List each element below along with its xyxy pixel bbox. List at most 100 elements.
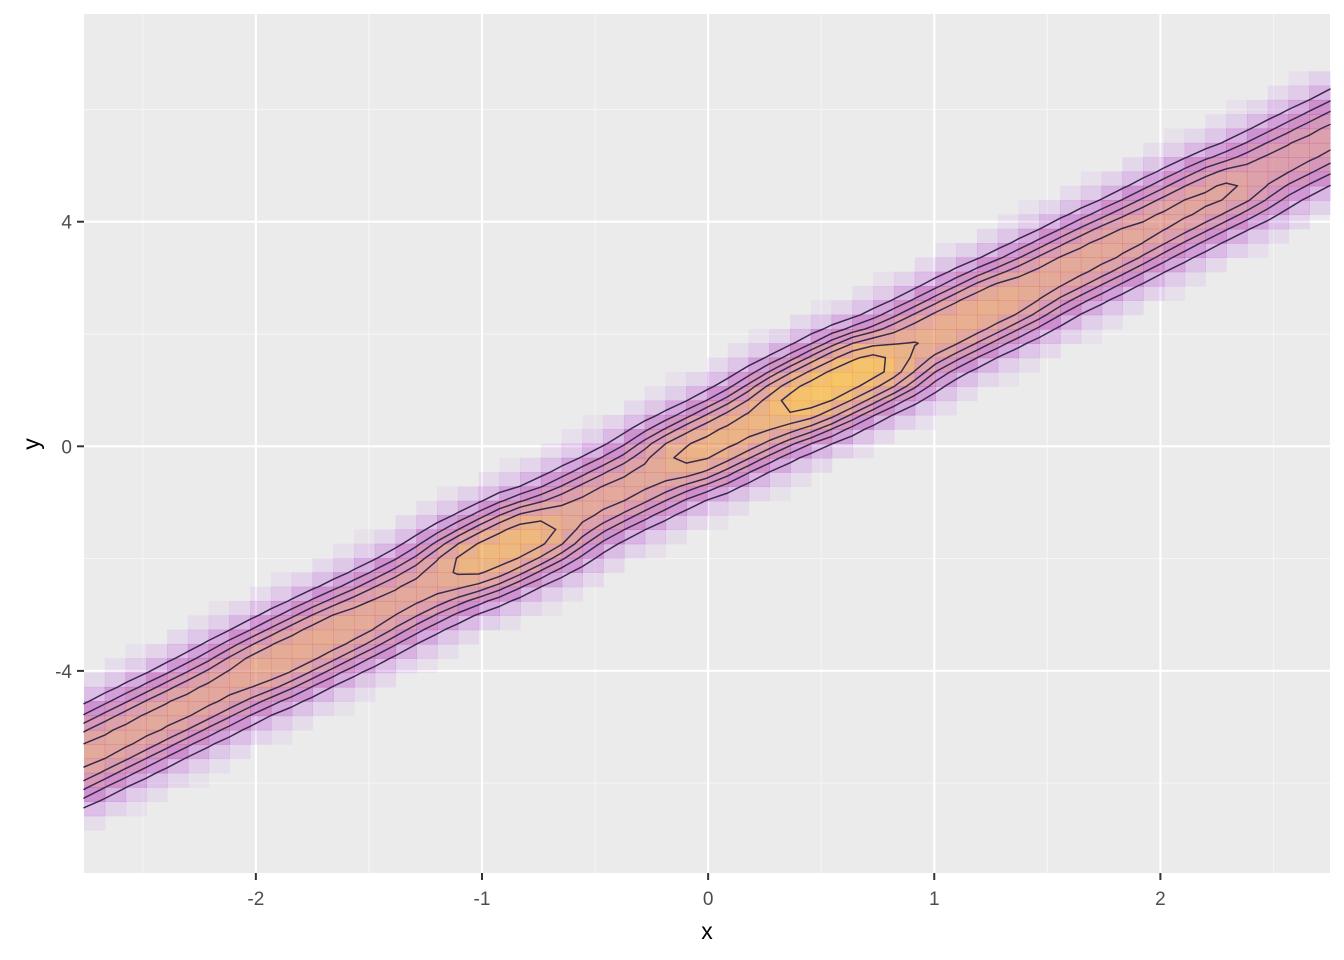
density-tile [1101, 228, 1123, 244]
density-tile [686, 371, 708, 387]
density-tile [935, 243, 957, 258]
density-tile [520, 457, 542, 473]
density-tile [416, 529, 438, 545]
density-tile [790, 386, 812, 402]
density-tile [395, 529, 417, 545]
density-tile [1205, 128, 1227, 144]
density-tile [104, 672, 127, 688]
density-contours [83, 88, 1331, 809]
density-tile [790, 343, 812, 359]
density-tile [146, 772, 168, 788]
density-tile [1163, 271, 1186, 287]
density-tile [187, 643, 210, 659]
density-tile [914, 314, 937, 330]
density-tile [208, 758, 230, 774]
density-tile [1309, 185, 1331, 201]
x-tick-label: 1 [929, 889, 940, 910]
density-tile [250, 672, 272, 688]
density-tile [1226, 99, 1248, 115]
density-tile [997, 214, 1020, 230]
density-tile [1018, 257, 1040, 273]
density-tile [1267, 85, 1290, 101]
density-tile [84, 672, 106, 688]
density-tile [1267, 214, 1290, 230]
density-tile [1101, 286, 1123, 301]
density-tile [1163, 128, 1186, 144]
density-tile [104, 658, 127, 674]
density-tile [914, 400, 937, 416]
density-tile [790, 357, 812, 373]
density-tile [167, 758, 189, 774]
density-tile [748, 400, 770, 416]
density-tile [333, 572, 355, 588]
density-tile [561, 443, 583, 459]
density-tile [416, 615, 438, 631]
density-tile [1018, 200, 1040, 216]
density-tile [270, 572, 293, 588]
density-tile [478, 543, 500, 559]
density-tile [852, 429, 874, 445]
density-tile [374, 543, 397, 559]
density-tile [956, 243, 978, 258]
density-tile [520, 529, 542, 545]
density-tile [1163, 228, 1186, 244]
density-tile [665, 515, 687, 530]
density-tile [582, 572, 604, 588]
density-tile [1122, 157, 1144, 173]
density-tile [1018, 343, 1040, 359]
density-tile [1101, 300, 1123, 316]
density-tile [665, 457, 687, 473]
density-tile [914, 271, 937, 287]
density-raster [84, 71, 1331, 831]
density-tile [1122, 171, 1144, 187]
density-tile [1205, 114, 1227, 130]
contour-line [83, 123, 1331, 782]
density-tile [873, 386, 895, 402]
density-tile [727, 486, 750, 502]
density-tile [540, 586, 563, 602]
density-tile [457, 543, 480, 559]
density-tile [727, 357, 750, 373]
density-tile [686, 429, 708, 445]
density-tile [187, 629, 210, 645]
y-tick-label: 0 [61, 437, 72, 458]
density-tile [353, 600, 376, 616]
density-tile [353, 629, 376, 645]
density-tile [748, 472, 770, 488]
density-tile [478, 615, 500, 631]
density-tile [561, 586, 583, 602]
density-tile [478, 515, 500, 530]
density-tile [1101, 243, 1123, 258]
density-tile [1288, 99, 1310, 115]
density-tile [1143, 257, 1165, 273]
density-tile [84, 772, 106, 788]
density-tile [603, 543, 625, 559]
density-tile [1246, 200, 1269, 216]
density-tile [540, 600, 563, 616]
density-tile [810, 300, 833, 316]
density-tile [520, 600, 542, 616]
density-tile [603, 429, 625, 445]
density-tile [727, 414, 750, 430]
density-tile [353, 586, 376, 602]
density-tile [229, 615, 251, 631]
density-tile [893, 414, 916, 430]
density-tile [810, 314, 833, 330]
density-tile [727, 400, 750, 416]
density-tile [852, 371, 874, 387]
density-tile [1267, 99, 1290, 115]
density-tile [312, 558, 334, 573]
density-tile [603, 486, 625, 502]
density-tile [1122, 214, 1144, 230]
density-tile [146, 643, 168, 659]
density-tile [644, 457, 667, 473]
density-tile [623, 429, 646, 445]
density-tile [686, 515, 708, 530]
density-tile [1226, 171, 1248, 187]
density-tile [540, 443, 563, 459]
density-tile [1226, 243, 1248, 258]
density-tile [873, 357, 895, 373]
density-tile [353, 529, 376, 545]
density-tile [665, 386, 687, 402]
